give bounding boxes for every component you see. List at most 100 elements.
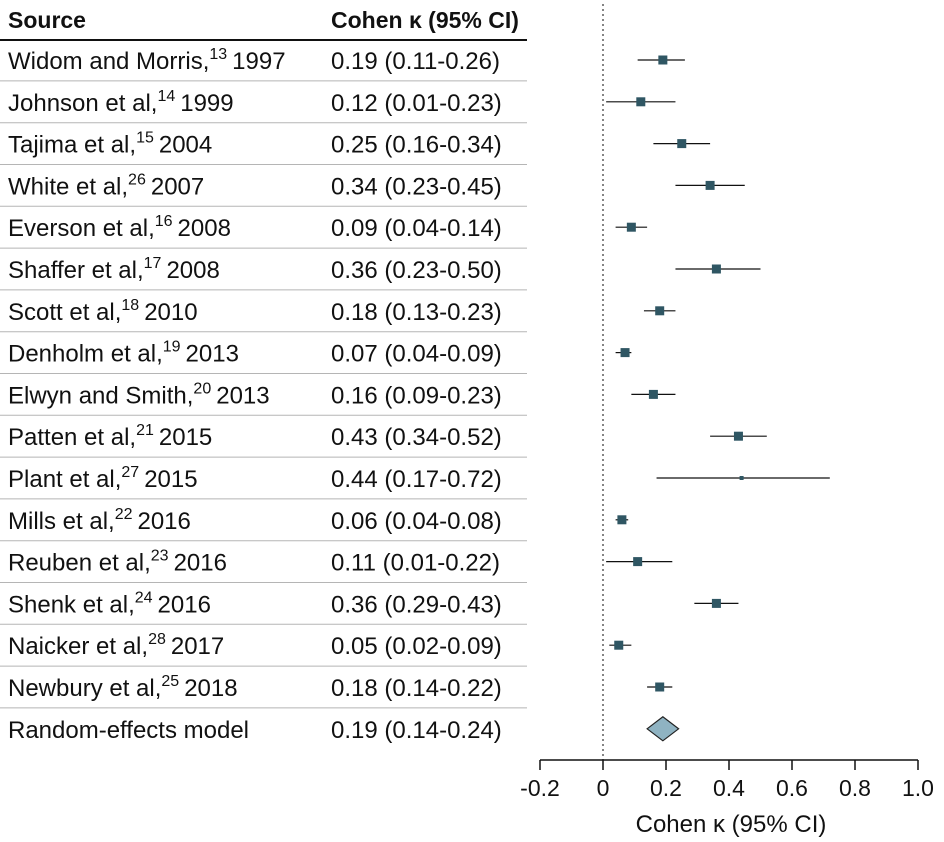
study-year: 2015 [144, 466, 197, 493]
x-axis-title: Cohen κ (95% CI) [636, 811, 827, 838]
study-name: Scott et al, [8, 299, 121, 326]
point-estimate [705, 180, 715, 190]
study-label: Shaffer et al,17 2008 [8, 255, 220, 284]
study-label: Newbury et al,25 2018 [8, 673, 238, 702]
point-estimate [636, 97, 646, 107]
point-estimate [733, 431, 743, 441]
study-estimate: 0.18 (0.13-0.23) [331, 299, 502, 326]
point-estimate [655, 306, 665, 316]
study-name: Plant et al, [8, 466, 121, 493]
study-year: 2016 [137, 508, 190, 535]
study-estimate: 0.36 (0.23-0.50) [331, 257, 502, 284]
study-label: Mills et al,22 2016 [8, 506, 191, 535]
study-estimate: 0.05 (0.02-0.09) [331, 633, 502, 660]
study-reference: 19 [163, 339, 181, 356]
point-estimate [739, 476, 744, 480]
study-year: 2004 [159, 132, 212, 159]
study-estimate: 0.43 (0.34-0.52) [331, 424, 502, 451]
study-label: White et al,26 2007 [8, 171, 204, 200]
x-tick-label: 0 [597, 775, 610, 801]
study-reference: 24 [135, 589, 153, 606]
study-label: Tajima et al,15 2004 [8, 130, 212, 159]
point-estimate [620, 348, 630, 358]
header-estimate: Cohen κ (95% CI) [331, 7, 519, 33]
point-estimate [626, 222, 636, 232]
study-estimate: 0.16 (0.09-0.23) [331, 382, 502, 409]
x-tick-label: 0.2 [650, 775, 682, 801]
study-year: 1997 [232, 48, 285, 75]
study-label: Plant et al,27 2015 [8, 464, 198, 493]
study-year: 2013 [186, 341, 239, 368]
x-tick-label: -0.2 [520, 775, 560, 801]
study-reference: 16 [155, 213, 173, 230]
study-estimate: 0.12 (0.01-0.23) [331, 90, 502, 117]
study-year: 2016 [174, 550, 227, 577]
study-estimate: 0.34 (0.23-0.45) [331, 173, 502, 200]
study-label: Patten et al,21 2015 [8, 422, 212, 451]
study-year: 2018 [184, 675, 237, 702]
study-reference: 18 [121, 297, 139, 314]
study-estimate: 0.25 (0.16-0.34) [331, 132, 502, 159]
header-source: Source [8, 7, 86, 33]
study-name: Shenk et al, [8, 591, 135, 618]
study-year: 2007 [151, 173, 204, 200]
study-year: 2016 [158, 591, 211, 618]
study-name: Random-effects model [8, 717, 249, 744]
study-name: Elwyn and Smith, [8, 382, 193, 409]
study-name: Denholm et al, [8, 341, 163, 368]
point-estimate [711, 598, 721, 608]
study-name: Patten et al, [8, 424, 136, 451]
study-name: Reuben et al, [8, 550, 151, 577]
point-estimate [648, 389, 658, 399]
study-reference: 20 [193, 380, 211, 397]
study-reference: 21 [136, 422, 154, 439]
x-tick-label: 1.0 [902, 775, 934, 801]
study-name: Tajima et al, [8, 132, 136, 159]
study-reference: 27 [121, 464, 139, 481]
study-name: Everson et al, [8, 215, 155, 242]
study-label: Reuben et al,23 2016 [8, 548, 227, 577]
summary-diamond [646, 716, 680, 742]
x-tick-label: 0.6 [776, 775, 808, 801]
study-reference: 23 [151, 548, 169, 565]
plot-marks [606, 55, 830, 742]
study-estimate: 0.09 (0.04-0.14) [331, 215, 502, 242]
study-name: Johnson et al, [8, 90, 157, 117]
study-label: Shenk et al,24 2016 [8, 589, 211, 618]
x-axis: -0.2 0 0.2 0.4 0.6 0.8 1.0 [520, 4, 934, 801]
study-estimate: 0.06 (0.04-0.08) [331, 508, 502, 535]
point-estimate [677, 139, 687, 149]
study-reference: 22 [115, 506, 133, 523]
x-tick-label: 0.8 [839, 775, 871, 801]
study-year: 2017 [171, 633, 224, 660]
study-label: Elwyn and Smith,20 2013 [8, 380, 270, 409]
study-label: Everson et al,16 2008 [8, 213, 231, 242]
study-estimate: 0.44 (0.17-0.72) [331, 466, 502, 493]
study-year: 2013 [216, 382, 269, 409]
study-label: Johnson et al,14 1999 [8, 88, 234, 117]
study-name: Shaffer et al, [8, 257, 144, 284]
study-estimate: 0.36 (0.29-0.43) [331, 591, 502, 618]
study-reference: 13 [209, 46, 227, 63]
study-estimate: 0.19 (0.11-0.26) [331, 48, 500, 75]
study-reference: 15 [136, 130, 154, 147]
point-estimate [614, 640, 624, 650]
study-reference: 26 [128, 171, 146, 188]
point-estimate [617, 515, 627, 525]
study-reference: 28 [148, 631, 166, 648]
study-label: Denholm et al,19 2013 [8, 339, 239, 368]
point-estimate [711, 264, 721, 274]
study-label: Widom and Morris,13 1997 [8, 46, 286, 75]
study-estimate: 0.18 (0.14-0.22) [331, 675, 502, 702]
study-name: Widom and Morris, [8, 48, 209, 75]
x-tick-label: 0.4 [713, 775, 745, 801]
study-estimate: 0.07 (0.04-0.09) [331, 341, 502, 368]
summary-estimate: 0.19 (0.14-0.24) [331, 717, 502, 744]
study-year: 2010 [144, 299, 197, 326]
study-year: 1999 [180, 90, 233, 117]
study-estimate: 0.11 (0.01-0.22) [331, 550, 500, 577]
study-label: Naicker et al,28 2017 [8, 631, 224, 660]
study-year: 2008 [166, 257, 219, 284]
study-reference: 14 [157, 88, 175, 105]
